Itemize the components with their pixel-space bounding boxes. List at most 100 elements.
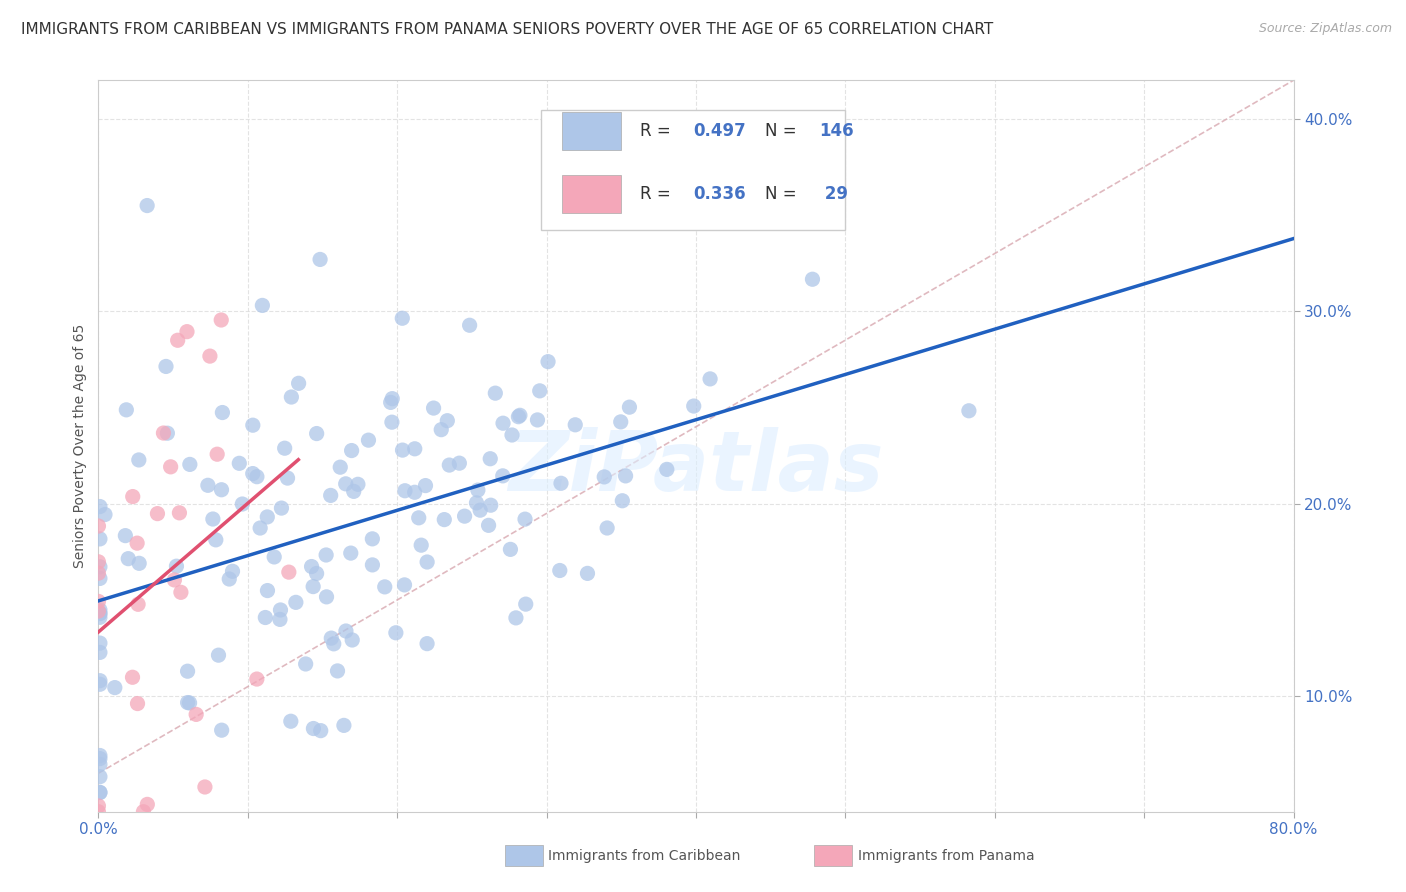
- Point: [176, 664, 198, 678]
- Point: [339, 546, 361, 560]
- Point: [614, 469, 637, 483]
- Point: [186, 707, 208, 722]
- Point: [280, 714, 302, 729]
- Point: [166, 333, 188, 347]
- Point: [89, 673, 111, 688]
- Point: [564, 417, 586, 432]
- Point: [343, 484, 366, 499]
- Point: [529, 384, 551, 398]
- Point: [492, 468, 515, 483]
- Point: [211, 483, 233, 497]
- Point: [404, 485, 426, 500]
- Text: IMMIGRANTS FROM CARIBBEAN VS IMMIGRANTS FROM PANAMA SENIORS POVERTY OVER THE AGE: IMMIGRANTS FROM CARIBBEAN VS IMMIGRANTS …: [21, 22, 994, 37]
- Point: [477, 518, 499, 533]
- Point: [242, 418, 264, 433]
- Point: [128, 453, 150, 467]
- Point: [682, 399, 704, 413]
- Point: [270, 501, 292, 516]
- Point: [89, 607, 111, 621]
- Text: 0.336: 0.336: [693, 186, 747, 203]
- Point: [115, 402, 138, 417]
- Point: [170, 585, 193, 599]
- Point: [391, 311, 413, 326]
- Point: [89, 770, 111, 784]
- Y-axis label: Seniors Poverty Over the Age of 65: Seniors Poverty Over the Age of 65: [73, 324, 87, 568]
- Point: [205, 447, 228, 461]
- Point: [211, 405, 233, 419]
- Point: [305, 566, 328, 581]
- Point: [132, 805, 155, 819]
- Point: [404, 442, 426, 456]
- Point: [374, 580, 396, 594]
- Point: [176, 696, 198, 710]
- Point: [391, 443, 413, 458]
- Point: [146, 507, 169, 521]
- Point: [256, 583, 278, 598]
- Point: [458, 318, 481, 333]
- Point: [576, 566, 599, 581]
- Point: [508, 409, 530, 424]
- Point: [492, 416, 515, 430]
- Point: [176, 325, 198, 339]
- Text: Immigrants from Panama: Immigrants from Panama: [858, 849, 1035, 863]
- Text: 0.497: 0.497: [693, 121, 747, 140]
- Point: [121, 670, 143, 684]
- Point: [340, 443, 363, 458]
- Point: [89, 785, 111, 799]
- Point: [87, 594, 110, 608]
- Point: [242, 467, 264, 481]
- Point: [163, 573, 186, 587]
- Point: [381, 415, 404, 429]
- Point: [228, 456, 250, 470]
- Point: [380, 395, 402, 409]
- Point: [305, 426, 328, 441]
- Point: [411, 538, 433, 552]
- Point: [269, 612, 291, 626]
- Point: [87, 555, 110, 569]
- Point: [499, 542, 522, 557]
- Point: [273, 441, 295, 455]
- Point: [619, 400, 641, 414]
- Point: [422, 401, 444, 415]
- Point: [179, 696, 201, 710]
- Point: [263, 549, 285, 564]
- Point: [114, 528, 136, 542]
- Point: [89, 500, 111, 514]
- Point: [156, 426, 179, 441]
- Point: [302, 580, 325, 594]
- Point: [127, 697, 149, 711]
- Point: [505, 611, 527, 625]
- Point: [211, 723, 233, 738]
- Point: [87, 604, 110, 618]
- Point: [246, 672, 269, 686]
- Point: [335, 624, 357, 638]
- Point: [89, 677, 111, 691]
- Text: Immigrants from Caribbean: Immigrants from Caribbean: [548, 849, 741, 863]
- Point: [121, 490, 143, 504]
- Point: [179, 458, 201, 472]
- Point: [218, 572, 240, 586]
- Text: 146: 146: [820, 121, 853, 140]
- Point: [433, 513, 456, 527]
- Point: [479, 451, 502, 466]
- Point: [152, 425, 174, 440]
- Point: [467, 483, 489, 497]
- Point: [89, 610, 111, 624]
- Point: [449, 456, 471, 470]
- Point: [416, 555, 439, 569]
- Point: [301, 559, 323, 574]
- Point: [394, 578, 416, 592]
- Point: [612, 493, 634, 508]
- Point: [416, 637, 439, 651]
- Point: [89, 603, 111, 617]
- Point: [309, 723, 332, 738]
- Point: [699, 372, 721, 386]
- Point: [155, 359, 177, 374]
- Point: [201, 512, 224, 526]
- Point: [256, 510, 278, 524]
- Text: N =: N =: [765, 186, 803, 203]
- Point: [315, 590, 337, 604]
- Text: R =: R =: [640, 186, 676, 203]
- FancyBboxPatch shape: [562, 112, 620, 150]
- Point: [277, 565, 299, 579]
